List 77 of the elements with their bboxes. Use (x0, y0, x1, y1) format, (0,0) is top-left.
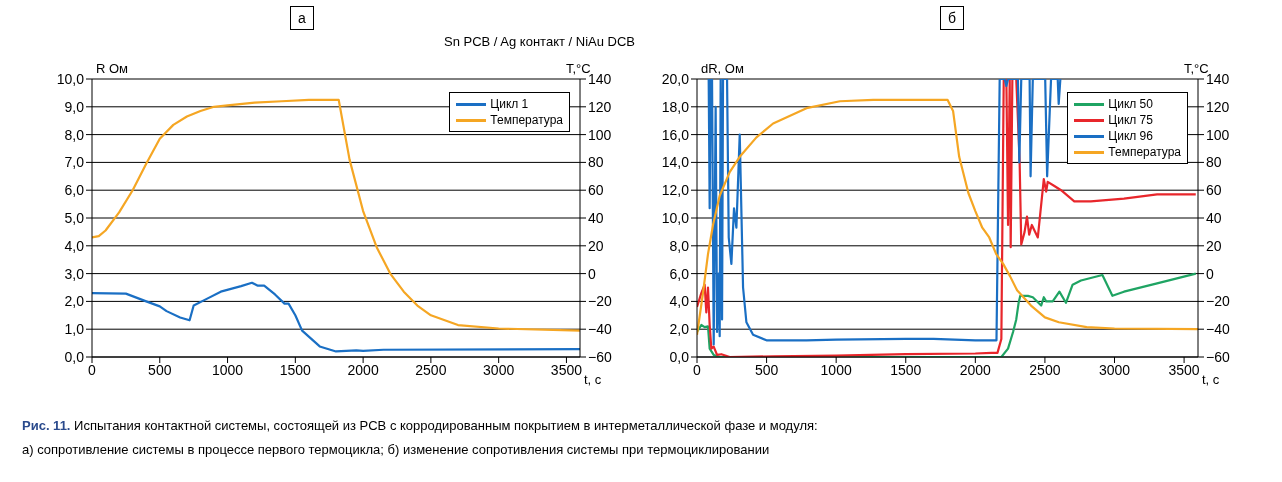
y-tick-label: 4,0 (669, 293, 690, 310)
y-axis-title: R Ом (96, 61, 129, 76)
y2-tick-label: 0 (1206, 265, 1214, 282)
y-tick-label: 1,0 (64, 321, 85, 338)
legend-label: Цикл 50 (1108, 96, 1153, 112)
x-axis-title: t, c (584, 372, 602, 387)
y2-tick-label: 20 (1206, 237, 1222, 254)
y-tick-label: 3,0 (64, 265, 85, 282)
y2-tick-label: −40 (1206, 321, 1230, 338)
y2-tick-label: 80 (1206, 154, 1222, 171)
y2-tick-label: 80 (588, 154, 604, 171)
legend-label: Температура (1108, 144, 1181, 160)
y2-axis-title: T,°C (1184, 61, 1209, 76)
y2-tick-label: 0 (588, 265, 596, 282)
y-tick-label: 5,0 (64, 209, 85, 226)
y-tick-label: 4,0 (64, 237, 85, 254)
y2-axis-title: T,°C (566, 61, 591, 76)
y-tick-label: 8,0 (64, 126, 85, 143)
legend-label: Цикл 96 (1108, 128, 1153, 144)
y-tick-label: 9,0 (64, 98, 85, 115)
y2-tick-label: −20 (1206, 293, 1230, 310)
legend-label: Температура (490, 112, 563, 128)
y2-tick-label: 40 (1206, 209, 1222, 226)
text: а) сопротивление системы в процессе первого термоцикла; б) изменение сопротивления системы при термоциклировании (22, 441, 771, 459)
legend-label: Цикл 75 (1108, 112, 1153, 128)
x-tick-label: 1000 (820, 361, 852, 378)
x-tick-label: 3000 (1098, 361, 1131, 378)
x-tick-label: 0 (88, 361, 97, 378)
x-tick-label: 1500 (890, 361, 922, 378)
y-tick-label: 0,0 (64, 348, 85, 365)
x-tick-label: 2500 (415, 361, 447, 378)
y2-tick-label: 100 (588, 126, 612, 143)
x-tick-label: 2500 (1029, 361, 1061, 378)
y2-tick-label: 120 (1206, 98, 1230, 115)
y-tick-label: 2,0 (669, 321, 690, 338)
y2-tick-label: 100 (1206, 126, 1230, 143)
x-tick-label: 3500 (1168, 361, 1200, 378)
y-tick-label: 16,0 (661, 126, 690, 143)
y-axis-title: dR, Ом (701, 61, 744, 76)
y2-tick-label: 20 (588, 237, 604, 254)
x-tick-label: 2000 (347, 361, 379, 378)
x-tick-label: 0 (693, 361, 702, 378)
y2-tick-label: 40 (588, 209, 604, 226)
y-tick-label: 6,0 (64, 182, 85, 199)
x-tick-label: 500 (148, 361, 172, 378)
y-tick-label: 10,0 (56, 70, 85, 87)
text: Испытания контактной системы, состоящей из PCB с корродированным покрытием в интерметаллической фазе и модуля: (74, 418, 818, 433)
y-tick-label: 6,0 (669, 265, 690, 282)
y2-tick-label: −20 (588, 293, 612, 310)
y2-tick-label: 60 (588, 182, 604, 199)
x-tick-label: 3500 (550, 361, 583, 378)
y2-tick-label: 120 (588, 98, 612, 115)
y-tick-label: 18,0 (661, 98, 690, 115)
x-tick-label: 1500 (279, 361, 312, 378)
y-tick-label: 14,0 (661, 154, 690, 171)
chart-subtitle: Sn PCB / Ag контакт / NiAu DCB (443, 34, 635, 49)
x-tick-label: 3000 (483, 361, 515, 378)
x-axis-title: t, c (1202, 372, 1220, 387)
x-tick-label: 500 (754, 361, 779, 378)
y2-tick-label: −40 (588, 321, 612, 338)
line-series (707, 79, 1062, 346)
y-tick-label: 12,0 (661, 182, 690, 199)
x-tick-label: 1000 (211, 361, 244, 378)
y2-tick-label: −60 (1206, 348, 1230, 365)
chart-title: б (940, 6, 964, 30)
y-tick-label: 7,0 (64, 154, 85, 171)
x-tick-label: 2000 (959, 361, 992, 378)
y-tick-label: 8,0 (669, 237, 690, 254)
y-tick-label: 10,0 (661, 209, 690, 226)
y2-tick-label: −60 (588, 348, 612, 365)
y-tick-label: 20,0 (661, 70, 690, 87)
y-tick-label: 0,0 (669, 348, 690, 365)
text: Рис. 11. (22, 418, 72, 433)
legend-label: Цикл 1 (490, 96, 529, 112)
y2-tick-label: 60 (1206, 182, 1222, 199)
y-tick-label: 2,0 (64, 293, 85, 310)
chart-title: а (290, 6, 314, 30)
